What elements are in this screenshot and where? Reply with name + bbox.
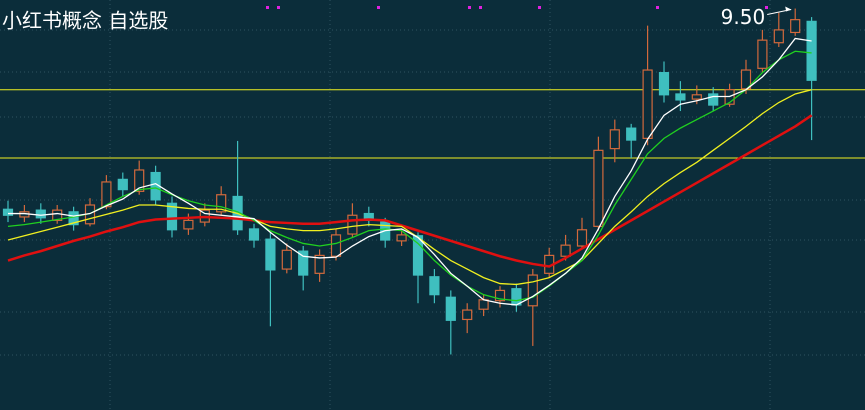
candle-body bbox=[248, 228, 260, 241]
candle-body bbox=[412, 235, 424, 276]
candle-body bbox=[642, 69, 653, 139]
candle-body bbox=[134, 169, 145, 192]
candle-body bbox=[708, 93, 719, 106]
candle-body bbox=[445, 296, 456, 321]
candle-body bbox=[216, 194, 227, 213]
candle-body bbox=[265, 238, 276, 271]
candle-body bbox=[658, 72, 670, 96]
candle-body bbox=[593, 149, 604, 227]
candle-body bbox=[117, 178, 128, 191]
candle-body bbox=[494, 289, 506, 302]
candle-body bbox=[527, 274, 538, 307]
candle-body bbox=[347, 214, 358, 235]
candle-body bbox=[166, 202, 178, 231]
candle-body bbox=[314, 254, 325, 274]
candle-body bbox=[183, 219, 194, 230]
candle-body bbox=[691, 94, 702, 100]
candle-body bbox=[330, 234, 342, 257]
candle-body bbox=[478, 299, 489, 310]
annotation-arrowhead bbox=[785, 6, 792, 12]
candle-body bbox=[560, 244, 571, 257]
candle-body bbox=[757, 39, 768, 69]
candle-body bbox=[511, 288, 522, 306]
chart-title: 小红书概念 自选股 bbox=[2, 9, 168, 33]
candle-body bbox=[429, 276, 440, 296]
candle-body bbox=[773, 29, 784, 44]
candle-body bbox=[396, 234, 407, 242]
ma-line bbox=[7, 114, 813, 268]
high-annotation: 9.50 bbox=[721, 5, 766, 29]
candle-body bbox=[298, 250, 309, 276]
candle-body bbox=[626, 127, 637, 141]
ma-line bbox=[7, 50, 812, 302]
ma-line bbox=[8, 37, 812, 306]
candle-body bbox=[52, 209, 63, 221]
candle-body bbox=[675, 93, 686, 101]
candle-body bbox=[806, 20, 817, 81]
candle-body bbox=[609, 129, 620, 150]
signal-markers bbox=[266, 6, 768, 9]
candle-body bbox=[790, 19, 801, 34]
candle-body bbox=[281, 249, 292, 270]
candle-body bbox=[101, 181, 112, 208]
candle-body bbox=[576, 229, 588, 247]
ma-line bbox=[7, 89, 812, 286]
candle-body bbox=[462, 309, 473, 321]
candle-body bbox=[2, 208, 14, 216]
candle-body bbox=[35, 209, 46, 219]
